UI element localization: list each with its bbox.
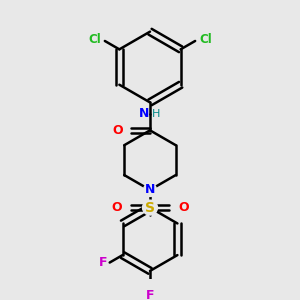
Text: H: H: [152, 109, 160, 118]
Text: S: S: [145, 201, 155, 214]
Text: O: O: [111, 201, 122, 214]
Text: Cl: Cl: [88, 33, 101, 46]
Text: N: N: [145, 183, 155, 196]
Text: O: O: [112, 124, 123, 137]
Text: F: F: [146, 289, 154, 300]
Text: Cl: Cl: [199, 33, 211, 46]
Circle shape: [142, 200, 158, 215]
Text: N: N: [139, 107, 149, 120]
Text: O: O: [178, 201, 189, 214]
Text: F: F: [99, 256, 108, 269]
Circle shape: [143, 183, 157, 196]
